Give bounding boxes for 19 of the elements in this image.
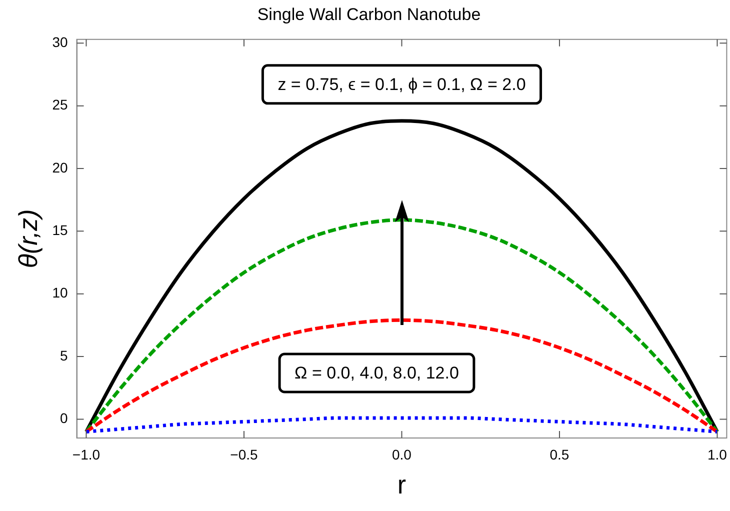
y-tick-label: 20: [52, 159, 68, 176]
y-axis-title: θ(r,z): [12, 209, 43, 268]
line-series: [84, 318, 719, 434]
y-tick-label: 0: [60, 410, 68, 426]
x-tick-label: 1.0: [708, 446, 728, 462]
x-axis-title: r: [397, 470, 406, 500]
y-tick-label: 15: [52, 222, 68, 238]
annotation: Ω = 0.0, 4.0, 8.0, 12.0: [294, 364, 459, 383]
x-tick-label: −0.5: [230, 446, 258, 462]
x-tick-label: 0.5: [550, 446, 570, 462]
annotation: z = 0.75, ϵ = 0.1, ϕ = 0.1, Ω = 2.0: [278, 75, 526, 94]
y-tick-label: 5: [60, 347, 68, 364]
x-tick-label: 0.0: [392, 446, 412, 462]
y-tick-label: 30: [52, 34, 68, 50]
x-tick-label: −1.0: [72, 446, 100, 462]
chart-title: Single Wall Carbon Nanotube: [257, 4, 481, 24]
y-tick-label: 10: [52, 284, 68, 301]
y-tick-label: 25: [52, 96, 68, 113]
line-series: [84, 416, 719, 434]
